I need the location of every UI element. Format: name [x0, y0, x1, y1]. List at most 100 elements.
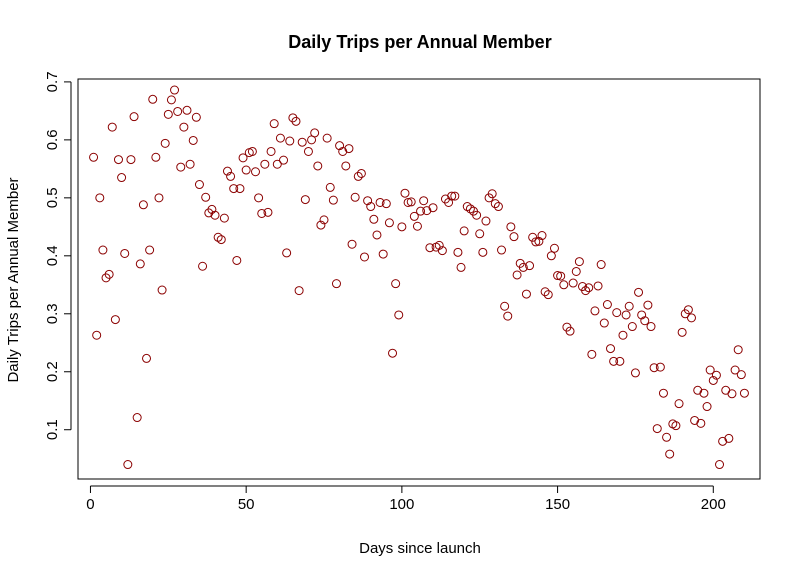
data-point — [394, 310, 404, 320]
data-point — [226, 171, 236, 181]
data-point — [646, 322, 656, 332]
data-point — [126, 155, 136, 165]
data-point — [481, 216, 491, 226]
data-point — [166, 95, 176, 105]
data-point — [403, 197, 413, 207]
y-tick-label: 0.1 — [44, 419, 61, 440]
data-point — [325, 182, 335, 192]
data-point — [101, 273, 111, 283]
data-point — [715, 460, 725, 470]
y-tick-label: 0.2 — [44, 361, 61, 382]
data-point — [95, 193, 105, 203]
data-point — [138, 200, 148, 210]
data-point — [630, 368, 640, 378]
data-point — [503, 311, 513, 321]
data-point — [207, 204, 217, 214]
data-point — [154, 193, 164, 203]
data-point — [634, 287, 644, 297]
data-point — [419, 196, 429, 206]
data-point — [319, 215, 329, 225]
data-point — [294, 286, 304, 296]
data-point — [549, 243, 559, 253]
data-point — [459, 226, 469, 236]
x-tick-label: 150 — [545, 496, 570, 513]
data-point — [173, 106, 183, 116]
data-point — [406, 197, 416, 207]
data-point — [637, 310, 647, 320]
data-point — [686, 313, 696, 323]
data-point — [708, 375, 718, 385]
y-tick-label: 0.4 — [44, 245, 61, 266]
data-point — [609, 356, 619, 366]
data-point — [540, 287, 550, 297]
data-point — [506, 222, 516, 232]
data-point — [263, 207, 273, 217]
x-tick-label: 50 — [238, 496, 255, 513]
data-point — [590, 306, 600, 316]
data-point — [593, 281, 603, 291]
data-point — [543, 290, 553, 300]
data-point — [113, 155, 123, 165]
data-point — [422, 206, 432, 216]
data-point — [699, 388, 709, 398]
data-point — [509, 232, 519, 242]
data-point — [232, 255, 242, 265]
data-point — [456, 262, 466, 272]
data-point — [120, 248, 130, 258]
data-point — [353, 171, 363, 181]
x-tick-label: 200 — [701, 496, 726, 513]
data-point — [254, 193, 264, 203]
data-point — [285, 136, 295, 146]
data-point — [89, 152, 99, 162]
y-axis: 0.1 0.2 0.3 0.4 0.5 0.6 0.7 — [44, 71, 72, 440]
data-point — [291, 116, 301, 126]
data-point — [378, 249, 388, 259]
data-point — [381, 199, 391, 209]
data-point — [512, 270, 522, 280]
data-point — [344, 144, 354, 154]
data-point — [222, 166, 232, 176]
data-point — [437, 246, 447, 256]
data-point — [104, 269, 114, 279]
data-point — [313, 161, 323, 171]
data-point — [674, 399, 684, 409]
data-point — [472, 210, 482, 220]
data-point — [425, 243, 435, 253]
data-point — [145, 245, 155, 255]
data-point — [272, 159, 282, 169]
data-point — [434, 240, 444, 250]
data-point — [235, 184, 245, 194]
data-point — [266, 146, 276, 156]
data-point — [559, 280, 569, 290]
data-point — [338, 146, 348, 156]
data-point — [391, 279, 401, 289]
data-point — [724, 433, 734, 443]
y-tick-label: 0.3 — [44, 303, 61, 324]
data-point — [721, 385, 731, 395]
data-point — [157, 285, 167, 295]
data-point — [300, 195, 310, 205]
data-point — [213, 232, 223, 242]
data-point — [279, 155, 289, 165]
data-point — [117, 173, 127, 183]
data-point — [640, 316, 650, 326]
data-point — [251, 167, 261, 177]
data-point — [730, 365, 740, 375]
data-point — [335, 141, 345, 151]
data-point — [690, 415, 700, 425]
data-point — [331, 279, 341, 289]
data-point — [322, 133, 332, 143]
data-point — [341, 161, 351, 171]
data-point — [247, 146, 257, 156]
data-point — [151, 152, 161, 162]
data-point — [662, 432, 672, 442]
data-point — [568, 278, 578, 288]
data-point — [705, 365, 715, 375]
data-point — [409, 211, 419, 221]
data-point — [347, 239, 357, 249]
data-point — [356, 168, 366, 178]
data-point — [428, 203, 438, 213]
data-point — [521, 289, 531, 299]
data-point — [649, 363, 659, 373]
